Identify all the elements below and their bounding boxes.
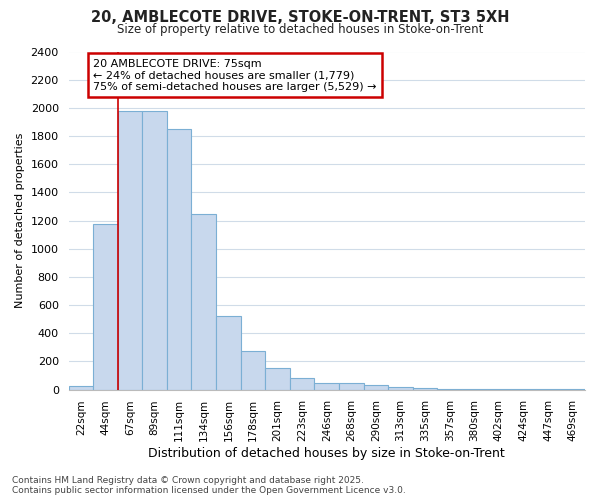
Bar — [167, 129, 191, 390]
Bar — [364, 384, 388, 390]
Bar — [191, 214, 216, 390]
Bar — [142, 112, 167, 390]
Bar — [388, 388, 413, 390]
Bar — [437, 389, 462, 390]
Bar — [462, 389, 487, 390]
Bar — [118, 112, 142, 390]
Bar — [413, 388, 437, 390]
Text: Size of property relative to detached houses in Stoke-on-Trent: Size of property relative to detached ho… — [117, 22, 483, 36]
Bar — [290, 378, 314, 390]
Bar — [93, 224, 118, 390]
Bar — [339, 384, 364, 390]
Text: 20, AMBLECOTE DRIVE, STOKE-ON-TRENT, ST3 5XH: 20, AMBLECOTE DRIVE, STOKE-ON-TRENT, ST3… — [91, 10, 509, 25]
Bar — [68, 386, 93, 390]
Bar — [241, 351, 265, 390]
Text: 20 AMBLECOTE DRIVE: 75sqm
← 24% of detached houses are smaller (1,779)
75% of se: 20 AMBLECOTE DRIVE: 75sqm ← 24% of detac… — [93, 58, 377, 92]
Bar — [265, 368, 290, 390]
Bar — [314, 384, 339, 390]
Text: Contains HM Land Registry data © Crown copyright and database right 2025.
Contai: Contains HM Land Registry data © Crown c… — [12, 476, 406, 495]
Bar — [216, 316, 241, 390]
X-axis label: Distribution of detached houses by size in Stoke-on-Trent: Distribution of detached houses by size … — [148, 447, 505, 460]
Y-axis label: Number of detached properties: Number of detached properties — [15, 133, 25, 308]
